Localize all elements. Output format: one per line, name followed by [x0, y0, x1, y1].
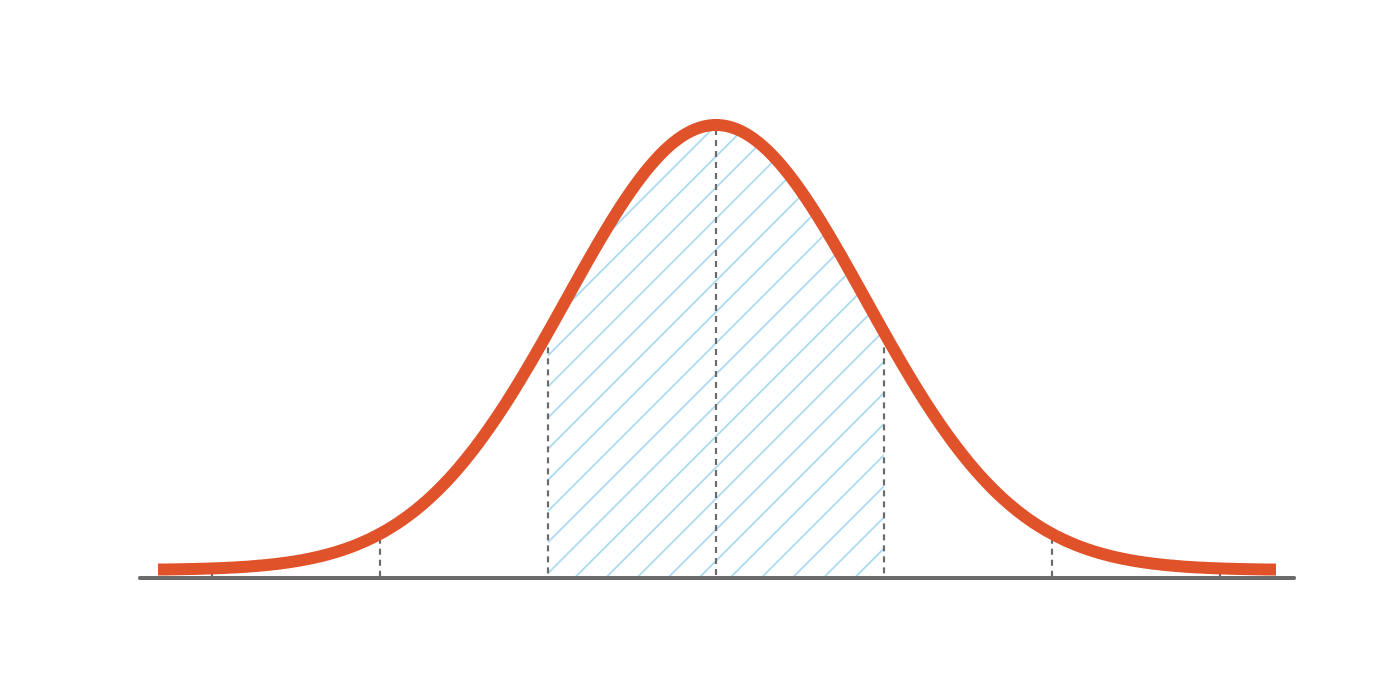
bell-curve — [154, 119, 1280, 576]
curve-group — [154, 119, 1280, 576]
